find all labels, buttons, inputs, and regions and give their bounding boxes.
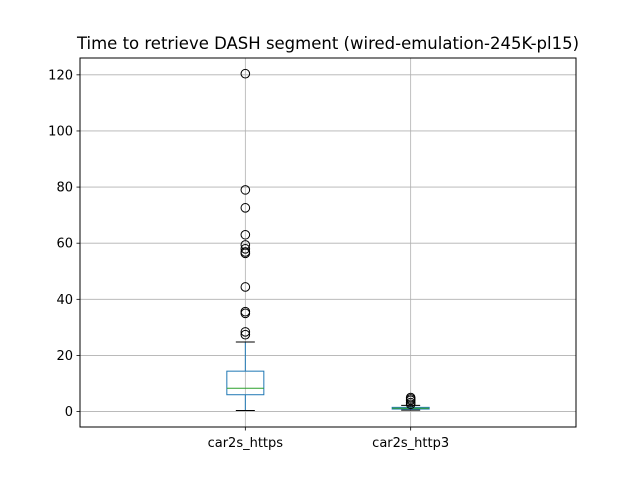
y-tick-label: 80 (56, 181, 73, 196)
y-tick-label: 20 (56, 349, 73, 364)
box-series (226, 68, 430, 411)
grid-lines (80, 58, 576, 427)
outlier-point (240, 327, 251, 337)
y-tick-label: 40 (56, 293, 73, 308)
outlier-point (240, 68, 251, 79)
outlier-point (240, 244, 251, 254)
plot-frame (79, 57, 577, 428)
y-tick-label: 100 (48, 124, 73, 139)
outlier-point (240, 308, 251, 319)
axes: 0 20 40 60 80 100 120 car2s_https car2s_http3 (48, 68, 449, 451)
box-car2s_http3 (391, 392, 430, 411)
outlier-point (405, 392, 416, 403)
box-car2s_https (226, 68, 265, 411)
outlier-point (405, 397, 416, 408)
outlier-point (240, 248, 251, 259)
y-tick-label: 60 (56, 237, 73, 252)
y-tick-label: 0 (65, 405, 73, 420)
outlier-point (240, 185, 251, 195)
y-tick-label: 120 (48, 68, 73, 83)
outlier-point (240, 282, 251, 292)
outlier-point (240, 203, 251, 213)
outlier-point (240, 229, 251, 240)
outlier-point (240, 329, 251, 340)
chart-title: Time to retrieve DASH segment (wired-emu… (76, 34, 579, 53)
box-iqr (226, 370, 265, 396)
x-tick-label: car2s_https (208, 436, 284, 451)
x-tick-label: car2s_http3 (372, 436, 449, 451)
